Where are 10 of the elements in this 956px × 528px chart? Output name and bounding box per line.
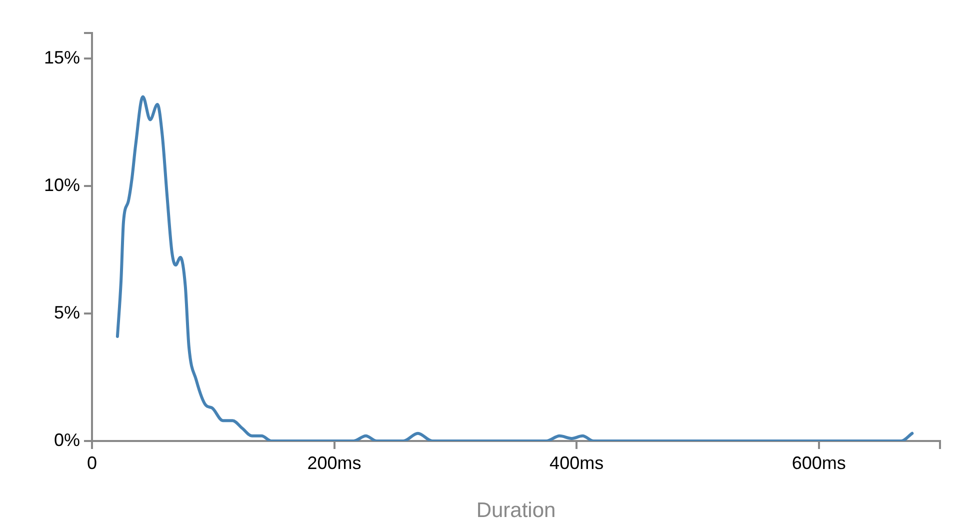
x-tick-label: 0 (86, 452, 98, 473)
y-tick-label: 0% (54, 430, 80, 450)
x-axis-title: Duration (476, 499, 556, 522)
y-tick-label: 15% (44, 47, 80, 68)
x-tick-label: 200ms (307, 452, 362, 473)
x-tick-label: 400ms (550, 452, 604, 473)
line-series (116, 95, 914, 441)
y-tick-label: 10% (44, 174, 80, 195)
y-tick-label: 5% (54, 302, 80, 322)
x-tick-label: 600ms (792, 452, 846, 473)
